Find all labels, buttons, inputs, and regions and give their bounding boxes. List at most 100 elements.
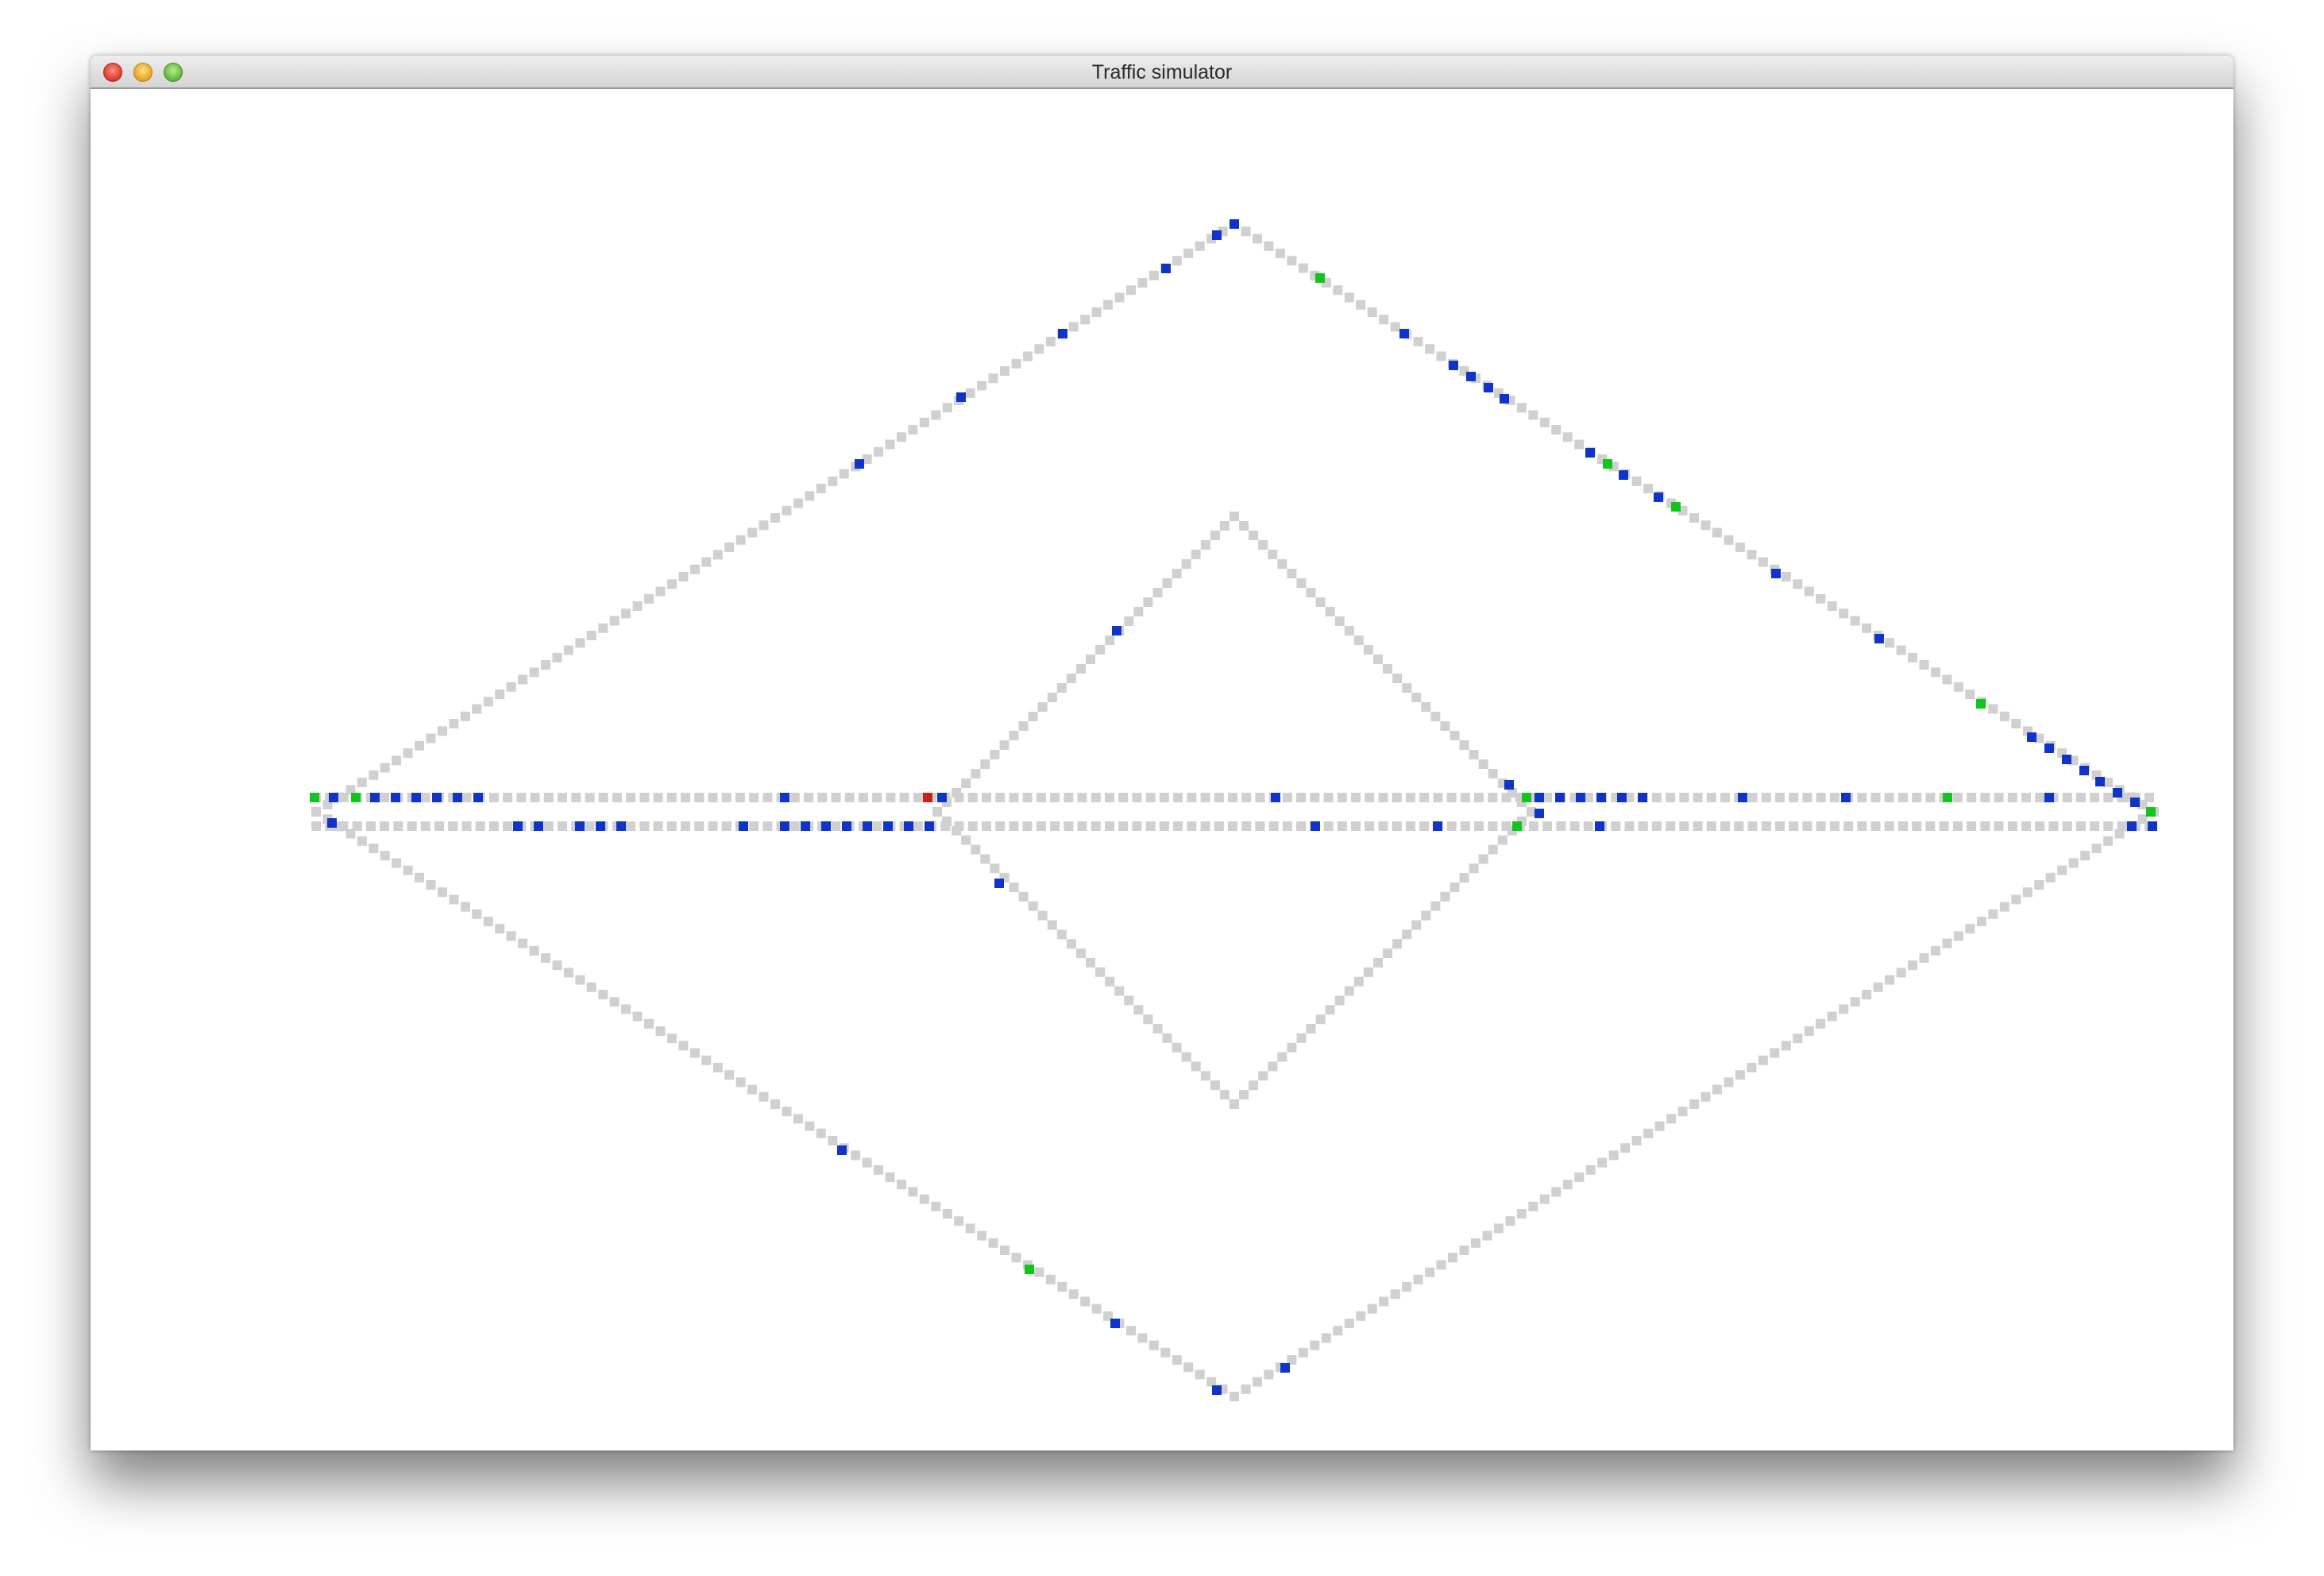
road-cell bbox=[1077, 821, 1087, 831]
car-blue bbox=[2044, 793, 2054, 802]
road-cell bbox=[1988, 704, 1998, 714]
road-cell bbox=[1775, 821, 1785, 831]
road-cell bbox=[1114, 292, 1125, 303]
road-cell bbox=[1912, 793, 1922, 802]
road-cell bbox=[585, 793, 595, 802]
road-cell bbox=[1460, 793, 1470, 802]
road-cell bbox=[1857, 793, 1867, 802]
road-cell bbox=[346, 785, 356, 795]
road-cell bbox=[666, 821, 677, 831]
road-cell bbox=[1018, 721, 1029, 731]
road-cell bbox=[1148, 1340, 1159, 1350]
road-cell bbox=[1706, 821, 1716, 831]
road-cell bbox=[626, 793, 636, 802]
road-cell bbox=[558, 793, 567, 802]
road-cell bbox=[735, 535, 746, 545]
road-cell bbox=[1253, 234, 1262, 244]
road-cell bbox=[1379, 1296, 1389, 1307]
road-cell bbox=[2034, 880, 2044, 890]
road-cell bbox=[804, 793, 814, 802]
road-cell bbox=[1488, 793, 1498, 802]
car-green bbox=[1315, 273, 1325, 283]
road-cell bbox=[1839, 1004, 1849, 1014]
close-window-icon[interactable] bbox=[103, 63, 122, 82]
road-cell bbox=[632, 601, 643, 611]
car-blue bbox=[513, 821, 523, 831]
road-cell bbox=[392, 755, 402, 766]
road-cell bbox=[530, 793, 540, 802]
road-cell bbox=[1132, 793, 1142, 802]
road-cell bbox=[1651, 821, 1662, 831]
road-cell bbox=[1011, 358, 1021, 369]
road-cell bbox=[503, 793, 513, 802]
car-blue bbox=[2127, 821, 2137, 831]
road-cell bbox=[678, 572, 689, 581]
road-cell bbox=[1390, 1289, 1400, 1300]
minimize-window-icon[interactable] bbox=[133, 63, 152, 82]
road-cell bbox=[828, 476, 838, 486]
road-cell bbox=[1839, 608, 1849, 619]
road-cell bbox=[1287, 569, 1297, 578]
road-cell bbox=[1896, 968, 1906, 978]
road-cell bbox=[1542, 821, 1553, 831]
road-cell bbox=[1850, 997, 1860, 1007]
road-cell bbox=[1666, 1114, 1677, 1124]
car-blue bbox=[883, 821, 893, 831]
road-cell bbox=[1482, 1230, 1492, 1241]
title-bar[interactable]: Traffic simulator bbox=[91, 56, 2233, 89]
road-cell bbox=[721, 793, 732, 802]
road-cell bbox=[1173, 793, 1183, 802]
road-cell bbox=[655, 586, 666, 597]
road-cell bbox=[1200, 793, 1210, 802]
car-blue bbox=[2095, 777, 2105, 786]
road-cell bbox=[1000, 366, 1010, 376]
road-cell bbox=[1735, 543, 1745, 552]
car-blue bbox=[411, 793, 421, 802]
road-cell bbox=[1181, 1052, 1191, 1062]
road-cell bbox=[1912, 821, 1922, 831]
road-cell bbox=[653, 793, 663, 802]
road-cell bbox=[1239, 1090, 1249, 1100]
road-cell bbox=[1574, 439, 1585, 450]
road-cell bbox=[626, 821, 636, 831]
road-cell bbox=[1351, 821, 1361, 831]
road-cell bbox=[1045, 1274, 1056, 1284]
road-cell bbox=[1183, 249, 1194, 258]
road-cell bbox=[805, 491, 815, 501]
road-cell bbox=[1802, 821, 1812, 831]
road-cell bbox=[982, 793, 991, 802]
car-blue bbox=[863, 821, 872, 831]
road-cell bbox=[1734, 821, 1744, 831]
road-cell bbox=[380, 793, 390, 802]
road-cell bbox=[2103, 836, 2114, 846]
road-cell bbox=[1367, 307, 1377, 317]
road-cell bbox=[2090, 793, 2100, 802]
road-cell bbox=[1022, 793, 1033, 802]
road-cell bbox=[1310, 793, 1320, 802]
zoom-window-icon[interactable] bbox=[164, 63, 183, 82]
road-cell bbox=[1383, 948, 1392, 959]
car-blue bbox=[1399, 329, 1409, 338]
road-cell bbox=[899, 793, 909, 802]
road-cell bbox=[1516, 1209, 1527, 1219]
road-cell bbox=[2035, 793, 2045, 802]
road-cell bbox=[701, 1055, 712, 1065]
road-cell bbox=[980, 759, 990, 769]
road-cell bbox=[831, 793, 841, 802]
road-cell bbox=[1181, 559, 1191, 569]
road-cell bbox=[1000, 1246, 1010, 1255]
road-cell bbox=[770, 1099, 780, 1109]
car-blue bbox=[2148, 821, 2157, 831]
road-cell bbox=[1436, 351, 1446, 361]
road-cell bbox=[1405, 821, 1415, 831]
road-cell bbox=[967, 821, 978, 831]
road-cell bbox=[380, 763, 390, 773]
road-cell bbox=[365, 821, 376, 831]
road-cell bbox=[2062, 821, 2072, 831]
road-cell bbox=[1931, 945, 1940, 956]
road-cell bbox=[1036, 793, 1046, 802]
car-blue bbox=[1311, 821, 1320, 831]
road-cell bbox=[1469, 863, 1479, 874]
road-cell bbox=[1230, 1392, 1239, 1401]
road-cell bbox=[1724, 1077, 1734, 1087]
